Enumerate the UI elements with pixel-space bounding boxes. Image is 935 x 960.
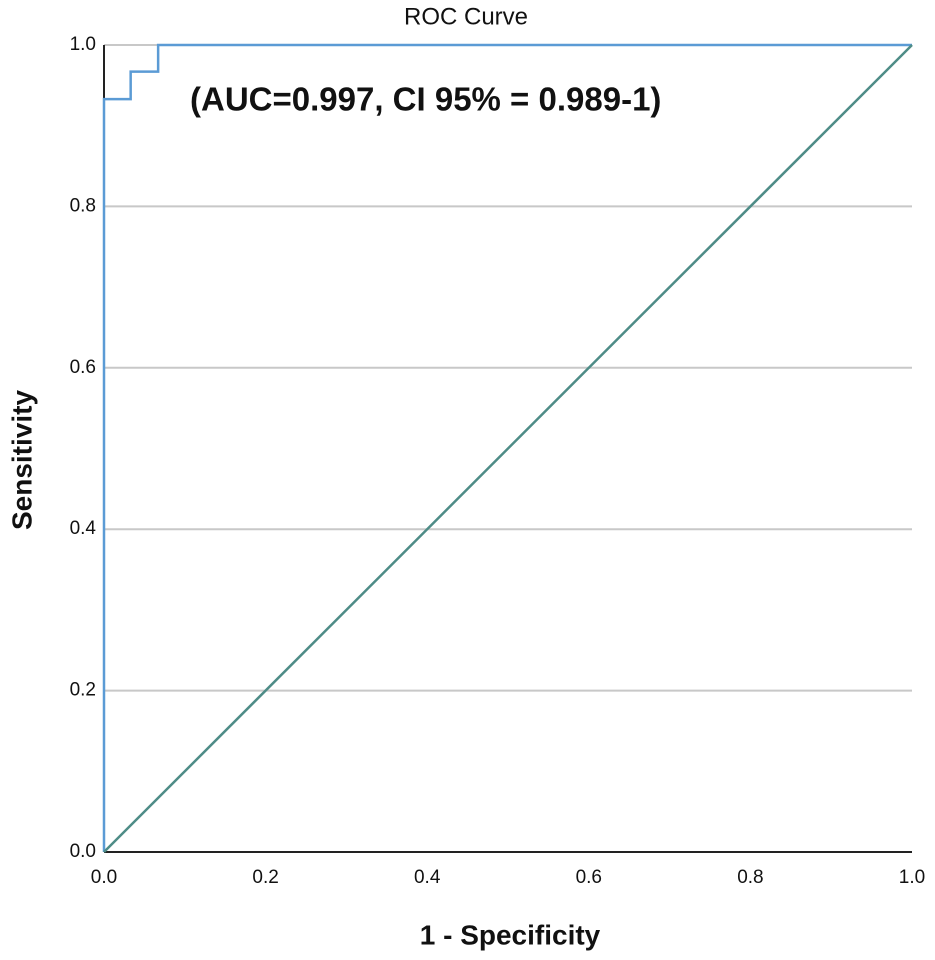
- y-tick-label: 0.2: [70, 680, 96, 701]
- x-axis-label: 1 - Specificity: [420, 919, 601, 950]
- x-tick-label: 0.0: [91, 867, 117, 888]
- y-tick-label: 0.4: [70, 518, 97, 539]
- y-tick-label: 0.6: [70, 357, 96, 378]
- x-tick-label: 0.2: [252, 867, 278, 888]
- annotation: (AUC=0.997, CI 95% = 0.989-1): [190, 81, 661, 118]
- y-tick-label: 0.8: [70, 195, 96, 216]
- y-axis-label: Sensitivity: [6, 390, 37, 530]
- roc-line: [102, 43, 912, 852]
- x-tick-label: 0.8: [737, 867, 763, 888]
- y-tick-label: 0.0: [70, 841, 96, 862]
- chart-title: ROC Curve: [404, 3, 528, 30]
- x-tick-label: 1.0: [899, 867, 925, 888]
- x-tick-label: 0.4: [414, 867, 441, 888]
- y-tick-label: 1.0: [70, 34, 96, 55]
- roc-line: [103, 44, 913, 853]
- x-tick-label: 0.6: [576, 867, 602, 888]
